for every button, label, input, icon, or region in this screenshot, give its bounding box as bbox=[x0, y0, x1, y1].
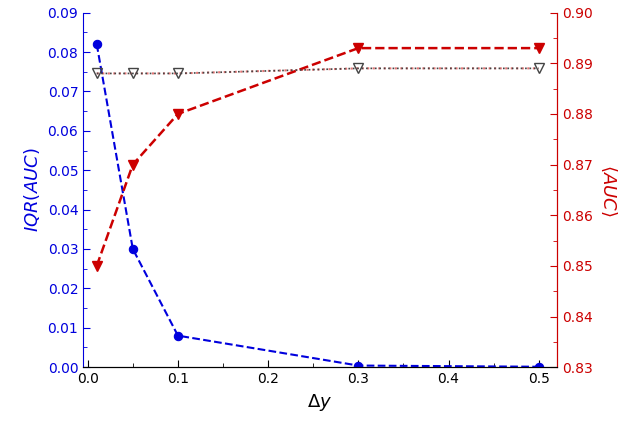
Y-axis label: $\langle AUC \rangle$: $\langle AUC \rangle$ bbox=[600, 164, 618, 216]
X-axis label: $\Delta y$: $\Delta y$ bbox=[307, 392, 333, 413]
Y-axis label: $IQR(AUC)$: $IQR(AUC)$ bbox=[22, 148, 42, 232]
